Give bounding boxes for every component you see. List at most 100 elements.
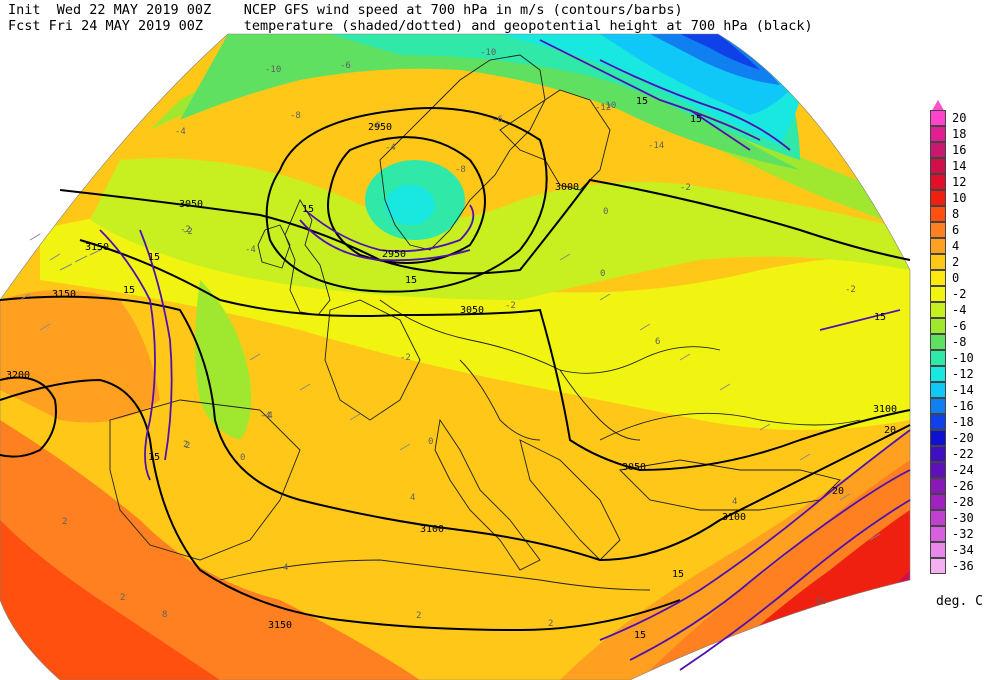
legend-label: -20 [952,431,974,445]
temp-label: -10 [600,101,616,111]
legend-swatch [930,478,946,494]
temp-label: -8 [455,165,466,175]
temp-label: -10 [480,48,496,58]
legend-label: -6 [952,319,967,333]
legend-swatch [930,494,946,510]
temp-label: 2 [183,440,188,450]
legend-swatch [930,270,946,286]
forecast-time: Fcst Fri 24 MAY 2019 00Z [8,18,204,34]
temp-label: -6 [340,61,351,71]
temperature-labels: -10 -6 -8 -6 -10 -8 -4 -2 -2 -4 -4 -6 -4… [62,48,856,629]
legend-swatch [930,302,946,318]
init-time: Init Wed 22 MAY 2019 00Z [8,2,212,18]
legend-swatch [930,206,946,222]
temp-label: -4 [175,127,186,137]
legend-swatch [930,366,946,382]
legend-swatch [930,334,946,350]
legend-swatch [930,318,946,334]
temp-label: -4 [385,143,396,153]
temp-label: 4 [732,497,737,507]
title-line-1: NCEP GFS wind speed at 700 hPa in m/s (c… [243,2,683,18]
height-label: 3050 [460,305,484,316]
legend-label: -28 [952,495,974,509]
legend-unit: deg. C [936,594,983,609]
temp-label: -2 [845,285,856,295]
legend-swatch [930,462,946,478]
temp-label: 4 [410,493,415,503]
legend-swatch [930,158,946,174]
legend-swatch [930,174,946,190]
wind-label: 15 [148,452,160,463]
legend-label: -12 [952,367,974,381]
wind-barbs [19,233,881,541]
legend-label: -18 [952,415,974,429]
legend-label: 4 [952,239,960,253]
legend-swatch [930,446,946,462]
legend-swatch [930,382,946,398]
height-label: 2950 [382,249,406,260]
temp-label: -6 [370,121,381,131]
legend-label: -30 [952,511,974,525]
map-header: Init Wed 22 MAY 2019 00Z NCEP GFS wind s… [8,2,813,34]
height-label: 3150 [52,289,76,300]
legend-swatch [930,542,946,558]
legend-swatch [930,238,946,254]
legend-swatch [930,510,946,526]
temp-label: -2 [680,183,691,193]
temp-label: 2 [62,517,67,527]
temp-label: -4 [262,411,273,421]
wind-label: 20 [832,486,844,497]
temperature-legend: 20 18 16 14 12 10 8 6 4 2 0 -2 -4 -6 -8 -10 -12 -14 -16 -18… [930,100,1000,580]
temp-label: 4 [283,563,288,573]
temp-label: -4 [260,411,271,421]
legend-swatch [930,254,946,270]
temp-label: -14 [648,141,664,151]
legend-label: -22 [952,447,974,461]
temp-label: -10 [265,65,281,75]
temp-label: 8 [162,610,167,620]
legend-label: 6 [952,223,960,237]
temp-label: -2 [400,353,411,363]
temp-label: 6 [655,337,660,347]
wind-label: 20 [884,425,896,436]
temp-label: 0 [600,269,605,279]
temp-label: -2 [182,227,193,237]
legend-label: 16 [952,143,967,157]
temp-label: 0 [428,437,433,447]
legend-label: -36 [952,559,974,573]
height-label: 3100 [722,512,746,523]
wind-label: 15 [672,569,684,580]
wind-label: 15 [148,252,160,263]
wind-labels: 15 15 15 15 15 15 15 15 15 20 15 20 [123,96,896,641]
wind-label: 15 [634,630,646,641]
legend-label: -14 [952,383,974,397]
legend-swatch [930,350,946,366]
wind-label: 15 [636,96,648,107]
legend-label: -26 [952,479,974,493]
legend-swatch [930,430,946,446]
legend-label: 18 [952,127,967,141]
height-labels: 2950 3000 3050 3050 3100 3100 3100 3150 … [6,122,897,631]
wind-label: 15 [123,285,135,296]
wind-label: 15 [405,275,417,286]
coastlines [109,54,861,591]
legend-swatch [930,526,946,542]
wind-label: 15 [690,114,702,125]
height-label: 3100 [873,404,897,415]
height-label: 3050 [622,462,646,473]
height-label: 2950 [368,122,392,133]
temp-label: -2 [180,225,191,235]
temp-label: 0 [603,207,608,217]
legend-label: -34 [952,543,974,557]
temp-label: -2 [505,301,516,311]
temp-label: -6 [492,115,503,125]
legend-label: 10 [952,191,967,205]
height-label: 3100 [420,524,444,535]
legend-label: 12 [952,175,967,189]
height-label: 3000 [555,182,579,193]
temp-label: 2 [548,619,553,629]
temp-label: 2 [416,611,421,621]
legend-label: 0 [952,271,960,285]
legend-swatch [930,414,946,430]
